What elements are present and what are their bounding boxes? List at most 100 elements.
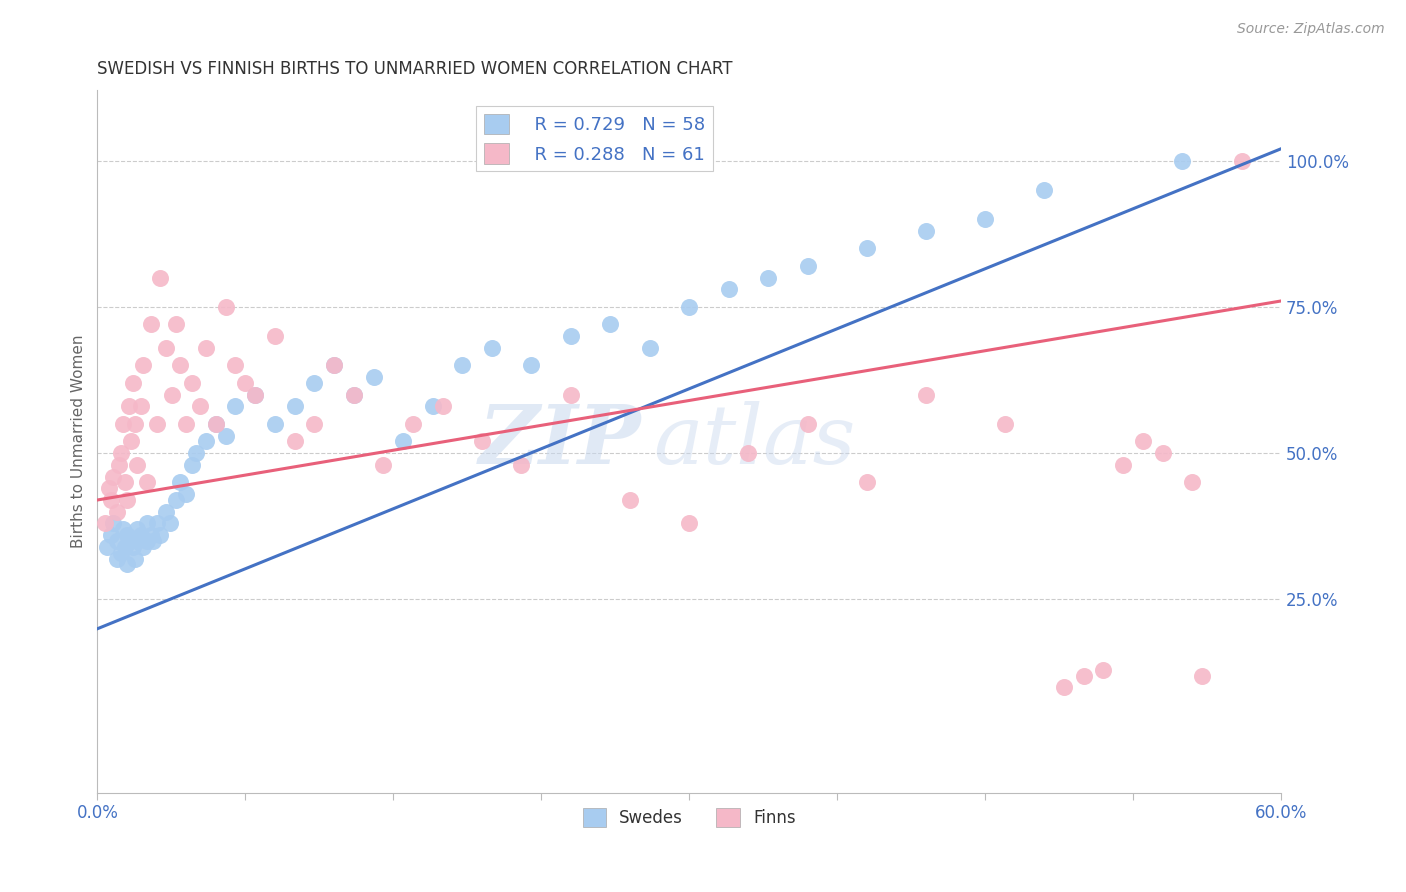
Point: [1092, 663, 1115, 677]
Point: [145, 516, 167, 531]
Point: [94, 516, 117, 531]
Point: [284, 400, 307, 414]
Point: [243, 387, 266, 401]
Point: [159, 516, 181, 531]
Point: [125, 458, 148, 472]
Point: [756, 270, 779, 285]
Point: [135, 533, 157, 548]
Point: [392, 434, 415, 449]
Point: [974, 212, 997, 227]
Point: [129, 400, 152, 414]
Point: [717, 282, 740, 296]
Legend: Swedes, Finns: Swedes, Finns: [576, 801, 803, 833]
Point: [855, 241, 877, 255]
Point: [915, 387, 938, 401]
Point: [678, 300, 700, 314]
Point: [510, 458, 533, 472]
Point: [451, 359, 474, 373]
Point: [1112, 458, 1135, 472]
Point: [114, 540, 136, 554]
Point: [135, 516, 157, 531]
Point: [264, 417, 287, 431]
Point: [105, 533, 128, 548]
Point: [224, 400, 246, 414]
Point: [188, 400, 211, 414]
Point: [174, 417, 197, 431]
Point: [125, 533, 148, 548]
Point: [118, 400, 141, 414]
Text: SWEDISH VS FINNISH BIRTHS TO UNMARRIED WOMEN CORRELATION CHART: SWEDISH VS FINNISH BIRTHS TO UNMARRIED W…: [97, 60, 733, 78]
Point: [142, 533, 165, 548]
Point: [149, 270, 172, 285]
Point: [105, 551, 128, 566]
Point: [114, 475, 136, 490]
Point: [1053, 681, 1076, 695]
Point: [165, 493, 187, 508]
Point: [214, 300, 236, 314]
Text: atlas: atlas: [654, 401, 856, 482]
Point: [194, 341, 217, 355]
Point: [323, 359, 346, 373]
Point: [520, 359, 543, 373]
Point: [422, 400, 444, 414]
Point: [125, 522, 148, 536]
Point: [243, 387, 266, 401]
Point: [98, 481, 121, 495]
Point: [124, 417, 146, 431]
Point: [343, 387, 366, 401]
Text: Source: ZipAtlas.com: Source: ZipAtlas.com: [1237, 22, 1385, 37]
Point: [124, 551, 146, 566]
Point: [155, 505, 177, 519]
Point: [139, 318, 162, 332]
Point: [165, 318, 187, 332]
Point: [135, 475, 157, 490]
Point: [1132, 434, 1154, 449]
Point: [101, 516, 124, 531]
Point: [796, 417, 818, 431]
Point: [363, 370, 385, 384]
Point: [129, 528, 152, 542]
Point: [115, 493, 138, 508]
Point: [1191, 668, 1213, 682]
Point: [1230, 153, 1253, 168]
Point: [678, 516, 700, 531]
Point: [184, 446, 207, 460]
Point: [111, 417, 134, 431]
Point: [481, 341, 503, 355]
Point: [110, 546, 132, 560]
Y-axis label: Births to Unmarried Women: Births to Unmarried Women: [72, 334, 86, 549]
Point: [132, 540, 155, 554]
Point: [100, 528, 122, 542]
Point: [120, 434, 142, 449]
Point: [96, 540, 118, 554]
Point: [432, 400, 454, 414]
Point: [1181, 475, 1204, 490]
Point: [638, 341, 661, 355]
Point: [194, 434, 217, 449]
Point: [115, 528, 138, 542]
Point: [560, 387, 582, 401]
Point: [108, 458, 131, 472]
Point: [323, 359, 346, 373]
Point: [132, 359, 155, 373]
Point: [149, 528, 172, 542]
Point: [284, 434, 307, 449]
Point: [1033, 183, 1056, 197]
Point: [343, 387, 366, 401]
Point: [110, 446, 132, 460]
Point: [162, 387, 184, 401]
Point: [560, 329, 582, 343]
Point: [373, 458, 395, 472]
Point: [737, 446, 759, 460]
Point: [619, 493, 641, 508]
Point: [796, 259, 818, 273]
Point: [1171, 153, 1194, 168]
Point: [204, 417, 226, 431]
Point: [915, 224, 938, 238]
Point: [224, 359, 246, 373]
Point: [100, 493, 122, 508]
Point: [994, 417, 1017, 431]
Point: [304, 417, 326, 431]
Point: [1152, 446, 1174, 460]
Point: [145, 417, 167, 431]
